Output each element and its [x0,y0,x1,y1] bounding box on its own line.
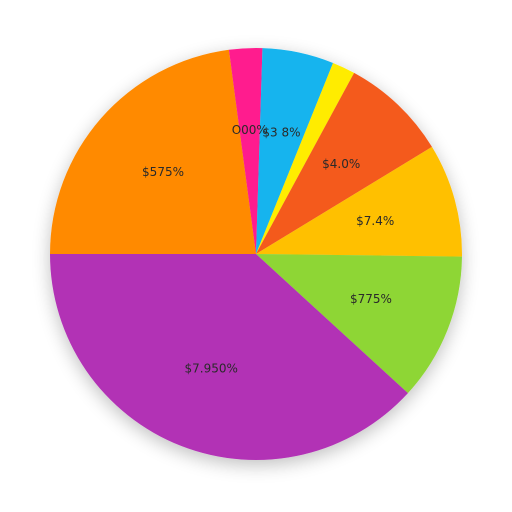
pie-slice-label-5: $7.4% [356,214,394,228]
pie-slice-5 [256,146,462,257]
pie-slice-1 [228,48,263,254]
pie-slice-label-1: O00% [232,123,268,137]
pie-slice-4 [256,72,432,254]
pie-slice-6 [256,254,462,394]
pie-slice-3 [256,62,355,255]
pie-slice-labels: $575% O00%$3 8% $4.0% $7.4% $775% $7.950% [142,123,394,376]
pie-slice-label-6: $775% [350,292,392,306]
pie-slices [50,48,462,461]
pie-slice-label-7: $7.950% [185,362,238,376]
pie-slice-label-4: $4.0% [322,157,360,171]
pie-slice-0 [50,49,256,255]
pie-slice-7 [50,254,408,461]
pie-slice-label-0: $575% [142,165,184,179]
pie-slice-2 [256,48,334,254]
pie-slice-label-2: $3 8% [262,126,300,140]
